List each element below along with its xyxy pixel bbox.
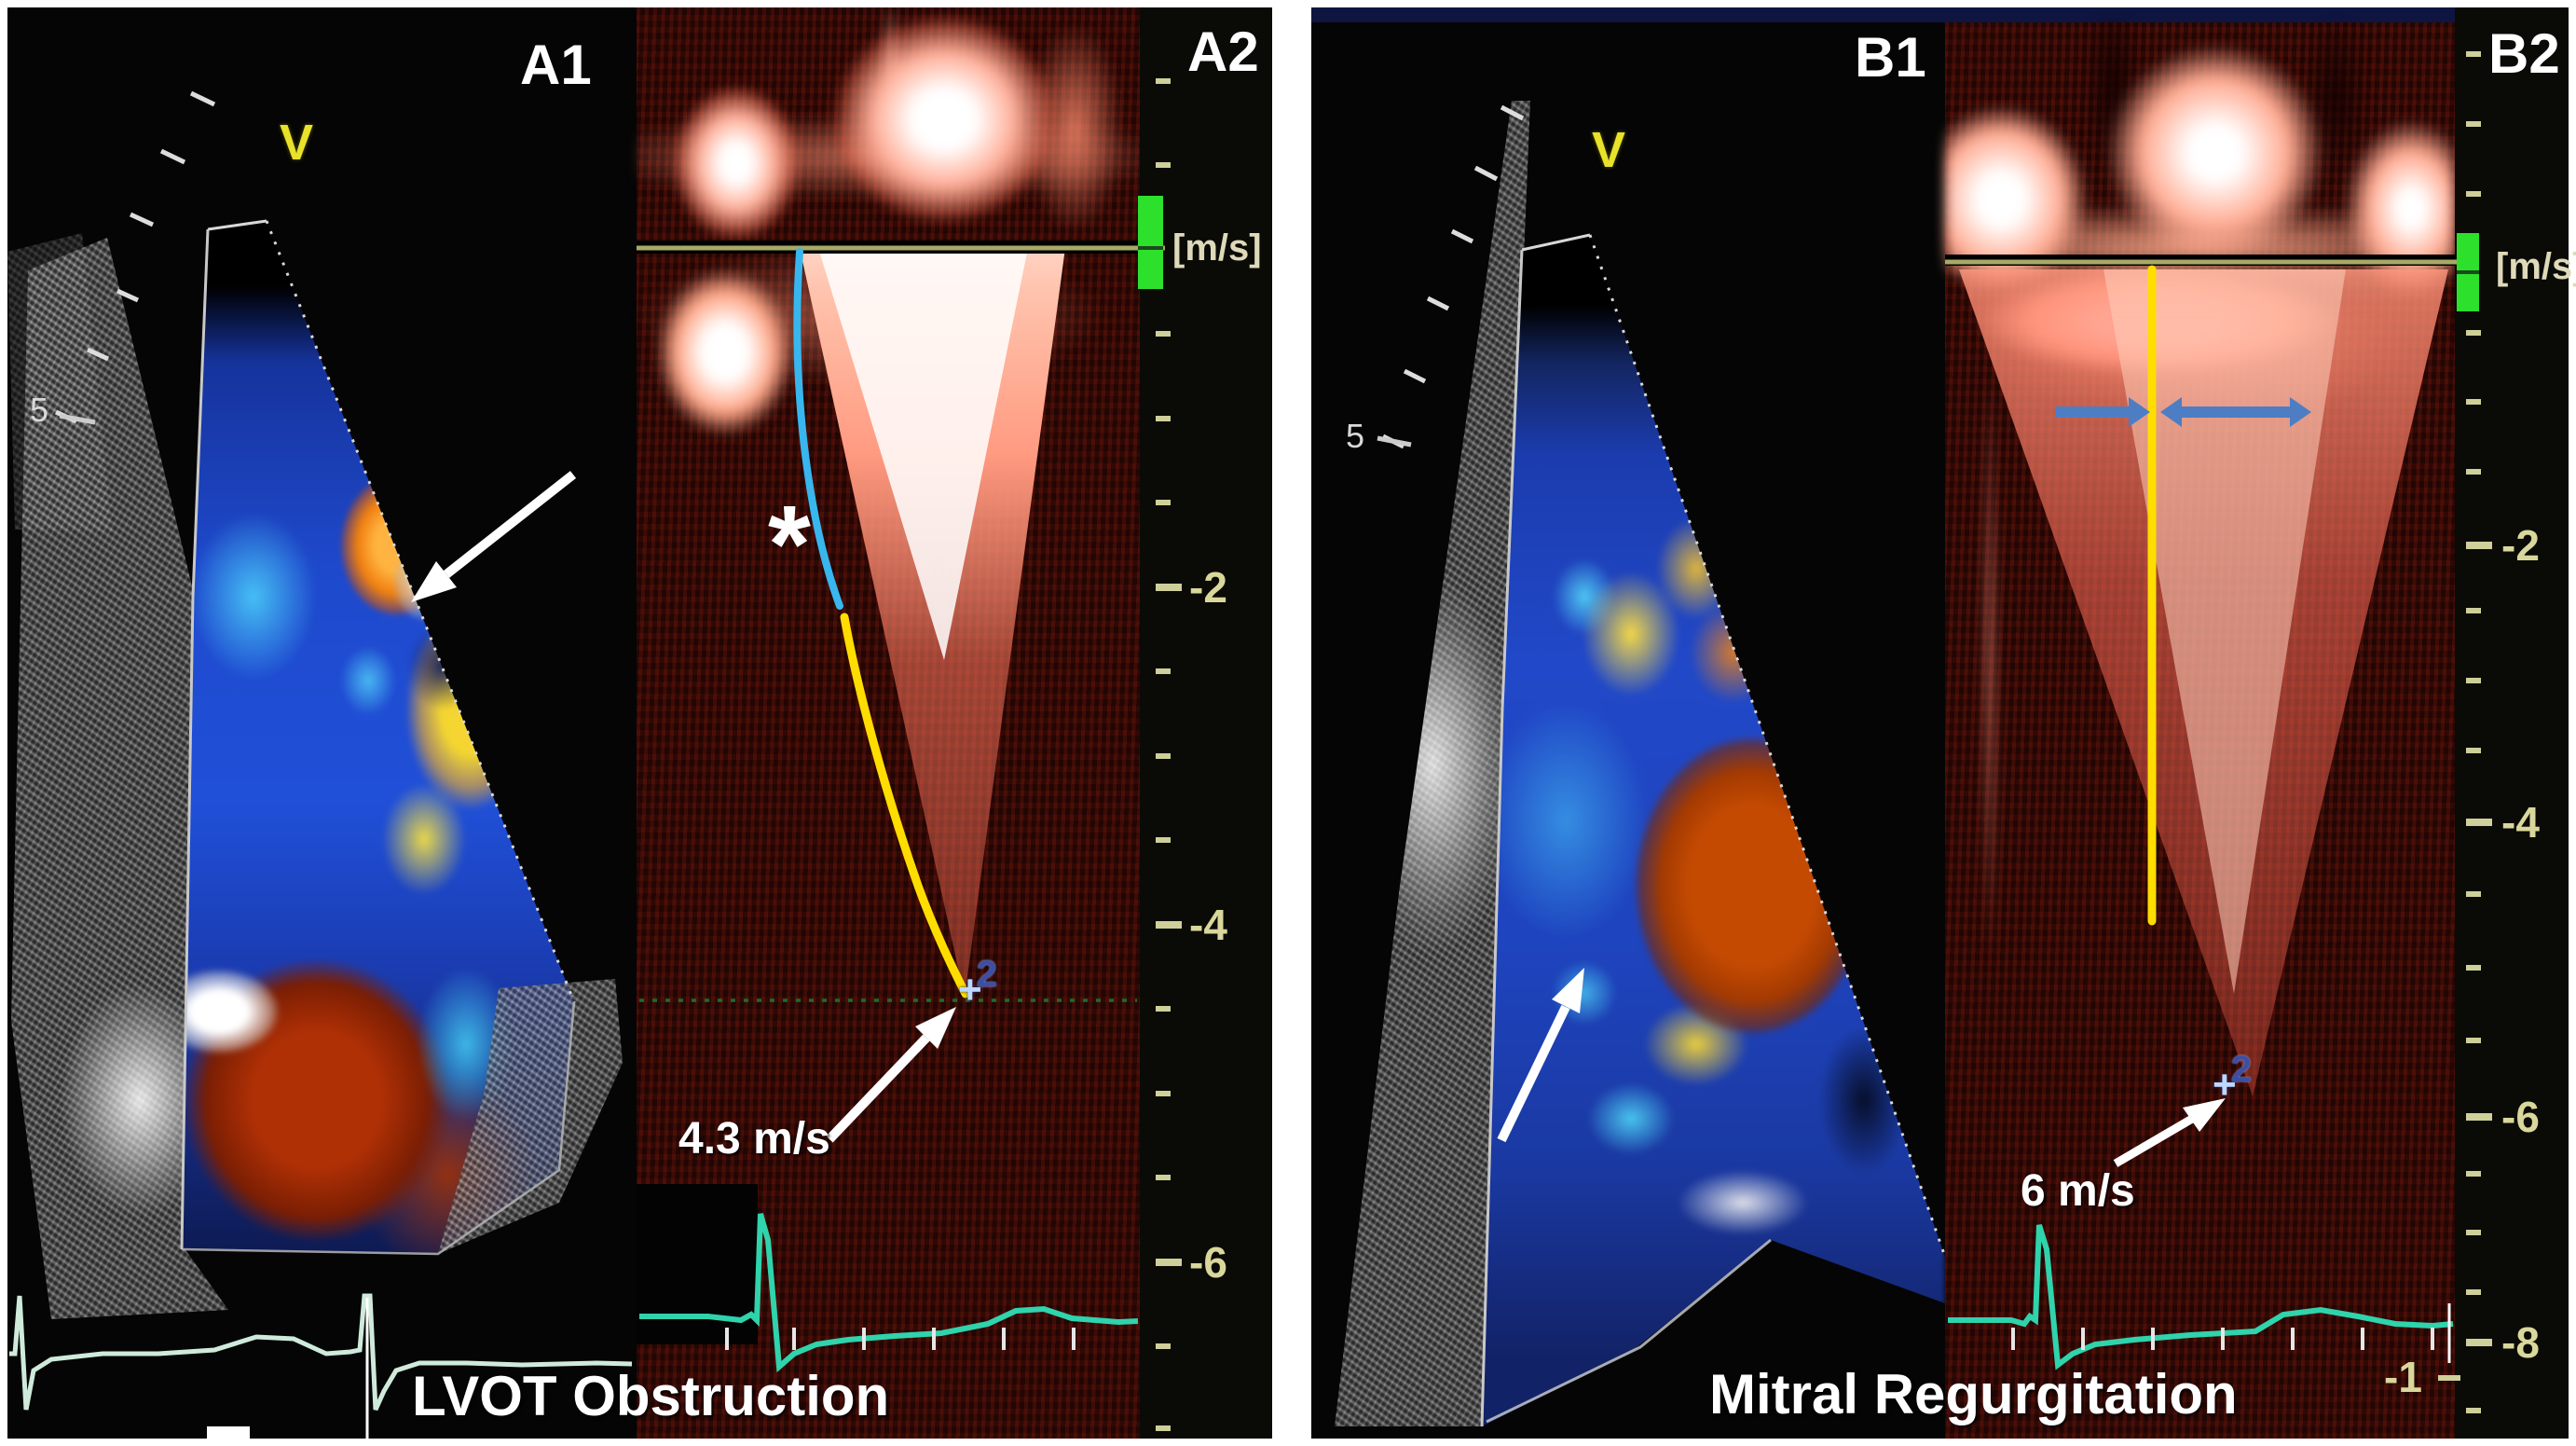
panel-b1-color-doppler [1311, 7, 1945, 1439]
a2-scale-unit: [m/s] [1172, 227, 1262, 269]
panel-a2-cw-doppler [637, 7, 1140, 1439]
panel-label-b1: B1 [1855, 26, 1926, 89]
a2-tick-minus4: -4 [1189, 901, 1227, 949]
b2-tick-minus8: -8 [2501, 1318, 2540, 1367]
a2-peak-marker: +2 [958, 956, 1003, 1011]
panel-group-a [7, 7, 1272, 1439]
b-top-navy-strip [1311, 7, 2569, 22]
a2-scale-strip [1140, 7, 1272, 1439]
b2-scale-unit: [m/s] [2496, 246, 2576, 287]
panel-label-a1: A1 [520, 34, 592, 96]
a2-tick-minus2: -2 [1189, 563, 1227, 612]
depth-marker-a1: 5 [30, 391, 49, 429]
b2-tick-minus2: -2 [2501, 521, 2540, 570]
orientation-marker-a1: V [280, 115, 314, 171]
a2-black-corner [637, 1184, 758, 1344]
a2-peak-sup: 2 [976, 954, 997, 995]
panel-label-a2: A2 [1187, 21, 1259, 83]
a2-tick-minus6: -6 [1189, 1238, 1227, 1287]
b2-peak-marker: +2 [2213, 1051, 2257, 1106]
a2-velocity-label: 4.3 m/s [678, 1114, 830, 1164]
caption-lvot-obstruction: LVOT Obstruction [412, 1365, 890, 1427]
panel-a1-color-doppler [7, 7, 637, 1439]
panel-label-b2: B2 [2488, 22, 2560, 85]
caption-mitral-regurgitation: Mitral Regurgitation [1709, 1363, 2238, 1425]
b2-tick-minus6: -6 [2501, 1093, 2540, 1141]
panel-b2-cw-doppler [1945, 22, 2455, 1439]
b2-velocity-label: 6 m/s [2021, 1166, 2135, 1216]
b2-scale-strip [2455, 7, 2569, 1439]
depth-marker-b1: 5 [1346, 417, 1365, 455]
panel-group-b [1311, 7, 2569, 1439]
b2-peak-sup: 2 [2230, 1049, 2252, 1090]
b2-tick-minus4: -4 [2501, 798, 2540, 847]
a2-asterisk: * [768, 483, 811, 606]
b2-edge-label: -1 [2384, 1353, 2422, 1401]
orientation-marker-b1: V [1592, 122, 1626, 178]
